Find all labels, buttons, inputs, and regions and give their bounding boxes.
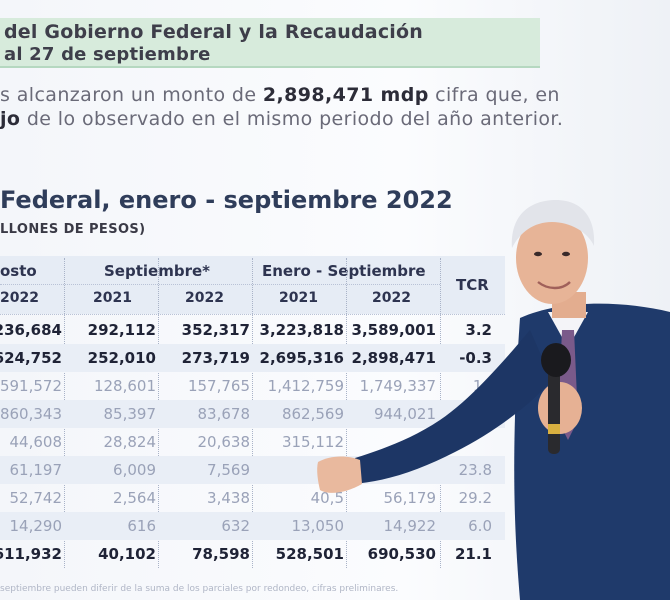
header-group-gasto: osto <box>0 262 37 280</box>
table-cell: -0.3 <box>459 349 492 367</box>
table-subtitle: LLONES DE PESOS) <box>0 222 146 237</box>
header-year: 2022 <box>185 290 224 306</box>
table-cell: 3,589,001 <box>351 321 436 339</box>
table-cell: 315,112 <box>281 433 344 451</box>
table-cell: 352,317 <box>181 321 250 339</box>
table-cell: 61,197 <box>9 461 63 479</box>
table-cell: 3,223,818 <box>259 321 344 339</box>
hair <box>511 200 595 248</box>
table-cell: 44,608 <box>9 433 63 451</box>
summary-bold-word: jo <box>0 108 21 130</box>
table-row-band <box>0 400 505 428</box>
eye <box>562 251 570 257</box>
table-cell: 40,102 <box>98 545 156 563</box>
table-cell: 40,5 <box>310 489 344 507</box>
table-cell: 56,179 <box>383 489 437 507</box>
microphone-head <box>541 343 571 377</box>
microphone-band <box>548 424 560 434</box>
header-year: 2022 <box>0 290 39 306</box>
table-cell: 2,564 <box>113 489 156 507</box>
table-cell: 2,695,316 <box>259 349 344 367</box>
header-year: 2021 <box>93 290 132 306</box>
table-footnote: septiembre pueden diferir de la suma de … <box>0 584 399 594</box>
table-cell: 690,530 <box>367 545 436 563</box>
header-group-september: Septiembre* <box>104 262 210 280</box>
table-title: Federal, enero - septiembre 2022 <box>0 186 453 214</box>
table-cell: 624,752 <box>0 349 62 367</box>
table-cell: 83,678 <box>197 405 251 423</box>
mouth <box>537 281 571 290</box>
table-cell: 236,684 <box>0 321 62 339</box>
table-cell: 78,598 <box>192 545 250 563</box>
slide-banner: del Gobierno Federal y la Recaudación al… <box>0 18 540 68</box>
header-group-jan-sep: Enero - Septiembre <box>262 262 426 280</box>
table-cell: 1,749,337 <box>359 377 436 395</box>
table-cell: 128,601 <box>93 377 156 395</box>
table-cell: 2,898,471 <box>351 349 436 367</box>
table-cell: 29.2 <box>458 489 492 507</box>
microphone-handle <box>548 370 560 454</box>
table-cell: 157,765 <box>187 377 250 395</box>
summary-amount: 2,898,471 mdp <box>262 84 429 106</box>
summary-line-2: jo de lo observado en el mismo periodo d… <box>0 108 563 130</box>
header-year: 2021 <box>279 290 318 306</box>
extended-arm <box>352 330 552 484</box>
table-cell: 52,742 <box>9 489 63 507</box>
table-cell: 21.1 <box>454 545 492 563</box>
table-cell: 3.2 <box>465 321 492 339</box>
header-divider <box>0 284 440 285</box>
table-cell: 20,638 <box>197 433 251 451</box>
table-cell: 611,932 <box>0 545 62 563</box>
header-year: 2022 <box>372 290 411 306</box>
face <box>516 212 588 304</box>
table-cell: 28,824 <box>103 433 157 451</box>
table-cell: 860,343 <box>0 405 62 423</box>
table-cell: 6,009 <box>113 461 156 479</box>
table-row-band <box>0 344 505 372</box>
banner-line-1: del Gobierno Federal y la Recaudación <box>4 21 423 43</box>
table-cell: 3,438 <box>207 489 250 507</box>
summary-text: de lo observado en el mismo periodo del … <box>20 108 564 130</box>
table-cell: 616 <box>127 517 156 535</box>
pointing-hand <box>317 456 362 493</box>
summary-text: cifra que, en <box>428 84 560 106</box>
summary-line-1: s alcanzaron un monto de 2,898,471 mdp c… <box>0 84 560 106</box>
table-cell: 862,569 <box>281 405 344 423</box>
table-cell: 14,922 <box>383 517 437 535</box>
table-cell: 14,290 <box>9 517 63 535</box>
summary-text: s alcanzaron un monto de <box>0 84 263 106</box>
table-cell: 1,412,759 <box>267 377 344 395</box>
table-cell: 292,112 <box>87 321 156 339</box>
table-cell: 6.0 <box>468 517 492 535</box>
table-cell: 273,719 <box>181 349 250 367</box>
table-cell: 632 <box>221 517 250 535</box>
banner-line-2: al 27 de septiembre <box>4 44 211 65</box>
table-cell: 85,397 <box>103 405 157 423</box>
table-cell: 13,050 <box>291 517 345 535</box>
eye <box>534 251 542 257</box>
header-tcr: TCR <box>456 276 489 294</box>
table-cell: 23.8 <box>458 461 492 479</box>
table-cell: 7,569 <box>207 461 250 479</box>
table-row-band <box>0 512 505 540</box>
table-cell: 528,501 <box>275 545 344 563</box>
table-cell: 1,591,572 <box>0 377 62 395</box>
table-cell: 252,010 <box>87 349 156 367</box>
table-cell: 944,021 <box>373 405 436 423</box>
